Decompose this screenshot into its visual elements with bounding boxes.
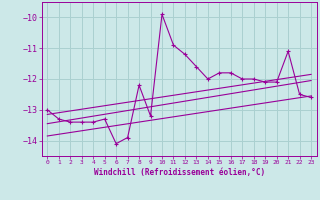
X-axis label: Windchill (Refroidissement éolien,°C): Windchill (Refroidissement éolien,°C)	[94, 168, 265, 177]
